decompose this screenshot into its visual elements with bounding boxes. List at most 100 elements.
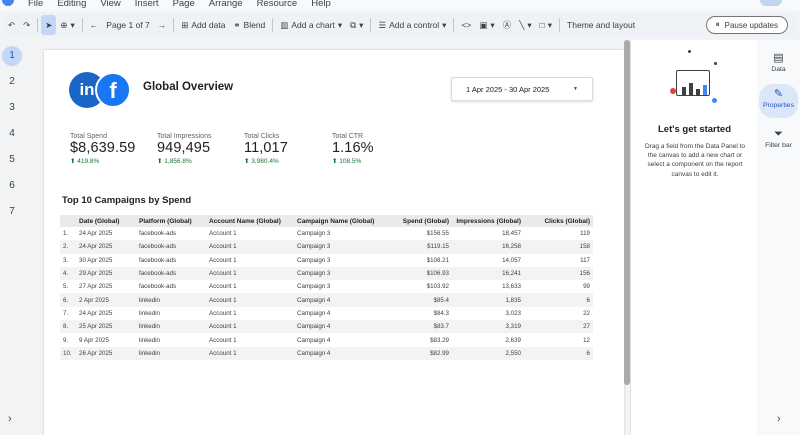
column-header-campaign[interactable]: Campaign Name (Global) bbox=[294, 215, 392, 227]
report-page[interactable]: in f Global Overview 1 Apr 2025 - 30 Apr… bbox=[44, 50, 624, 435]
menu-view[interactable]: View bbox=[100, 0, 121, 9]
table-row: 5. 27 Apr 2025 facebook-ads Account 1 Campai… bbox=[63, 283, 590, 291]
dropdown-arrow-icon: ▼ bbox=[573, 86, 578, 92]
campaigns-table[interactable]: Date (Global) Platform (Global) Account … bbox=[60, 215, 593, 360]
pause-updates-button[interactable]: ⏸ Pause updates bbox=[705, 16, 788, 34]
table-row: 3. 30 Apr 2025 facebook-ads Account 1 Campai… bbox=[63, 256, 590, 264]
page-tab-1[interactable]: 1 bbox=[2, 46, 22, 66]
select-tool-button[interactable]: ➤ bbox=[41, 15, 57, 35]
arrow-up-icon: ⬆ bbox=[70, 158, 76, 165]
code-icon: <> bbox=[461, 20, 472, 30]
page-tab-5[interactable]: 5 bbox=[9, 154, 15, 165]
undo-button[interactable]: ↶ bbox=[4, 15, 19, 35]
menu-file[interactable]: File bbox=[28, 0, 44, 9]
control-icon: ☰ bbox=[378, 19, 387, 30]
side-tabs: ▤ Data ✎ Properties ⏷ Filter bar bbox=[757, 40, 800, 435]
image-icon: ▣ bbox=[479, 19, 488, 30]
tab-filter-bar[interactable]: ⏷ Filter bar bbox=[759, 124, 798, 158]
theme-layout-button[interactable]: Theme and layout bbox=[567, 20, 636, 30]
canvas-scrollbar[interactable] bbox=[624, 40, 630, 385]
report-canvas: in f Global Overview 1 Apr 2025 - 30 Apr… bbox=[24, 40, 630, 435]
facebook-logo-icon: f bbox=[95, 72, 131, 108]
page-tab-3[interactable]: 3 bbox=[9, 102, 15, 113]
column-header-impressions[interactable]: Impressions (Global) bbox=[452, 215, 524, 227]
chevron-down-icon: ▾ bbox=[442, 19, 447, 30]
app-logo-icon bbox=[2, 0, 14, 6]
tab-data[interactable]: ▤ Data bbox=[759, 48, 798, 82]
table-row: 2. 24 Apr 2025 facebook-ads Account 1 Campai… bbox=[60, 240, 593, 254]
date-range-control[interactable]: 1 Apr 2025 - 30 Apr 2025 ▼ bbox=[451, 77, 593, 101]
arrow-up-icon: ⬆ bbox=[244, 158, 250, 165]
column-header-date[interactable]: Date (Global) bbox=[76, 215, 136, 227]
zoom-icon: ⊕ bbox=[60, 19, 68, 30]
zoom-button[interactable]: ⊕ ▾ bbox=[56, 15, 78, 35]
chart-icon: ▥ bbox=[280, 19, 289, 30]
toolbar: ↶ ↷ ➤ ⊕ ▾ ← Page 1 of 7 → ⊞ Add data ⚭ Blen… bbox=[4, 13, 796, 37]
table-title: Top 10 Campaigns by Spend bbox=[62, 195, 192, 206]
community-viz-button[interactable]: ⧉ ▾ bbox=[346, 15, 367, 35]
menu-resource[interactable]: Resource bbox=[256, 0, 298, 9]
add-data-button[interactable]: ⊞ Add data bbox=[181, 19, 226, 31]
chevron-down-icon: ▾ bbox=[337, 19, 343, 30]
image-button[interactable]: ▣ ▾ bbox=[475, 15, 498, 35]
column-header-clicks[interactable]: Clicks (Global) bbox=[524, 215, 593, 227]
table-row: 6. 2 Apr 2025 linkedin Account 1 Campaign 4 $… bbox=[60, 293, 593, 307]
column-header-account[interactable]: Account Name (Global) bbox=[206, 215, 294, 227]
page-tab-2[interactable]: 2 bbox=[9, 76, 15, 87]
toolbar-divider bbox=[559, 18, 561, 32]
embed-code-button[interactable]: <> bbox=[457, 15, 475, 35]
prev-page-button[interactable]: ← bbox=[86, 15, 103, 35]
blend-button[interactable]: ⚭ Blend bbox=[233, 19, 266, 31]
add-control-button[interactable]: ☰ Add a control ▾ bbox=[378, 19, 447, 31]
scorecard-total-ctr[interactable]: Total CTR 1.16% ⬆ 108.5% bbox=[332, 133, 374, 165]
column-header-spend[interactable]: Spend (Global) bbox=[392, 215, 452, 227]
add-chart-button[interactable]: ▥ Add a chart ▾ bbox=[280, 19, 343, 31]
scorecard-total-impressions[interactable]: Total Impressions 949,495 ⬆ 1,856.8% bbox=[157, 133, 212, 165]
share-button[interactable] bbox=[760, 0, 782, 6]
scorecards: Total Spend $8,639.59 ⬆ 419.8% Total Imp… bbox=[70, 133, 450, 167]
blend-icon: ⚭ bbox=[233, 19, 241, 30]
arrow-left-icon: ← bbox=[89, 20, 99, 30]
cursor-icon: ➤ bbox=[45, 19, 53, 30]
toolbar-divider bbox=[272, 18, 274, 32]
next-page-button[interactable]: → bbox=[154, 15, 171, 35]
page-tab-6[interactable]: 6 bbox=[9, 180, 15, 191]
menu-page[interactable]: Page bbox=[172, 0, 195, 9]
menu-editing[interactable]: Editing bbox=[57, 0, 87, 9]
expand-pages-chevron-icon[interactable]: › bbox=[8, 413, 12, 425]
shape-button[interactable]: □ ▾ bbox=[536, 15, 556, 35]
tab-properties[interactable]: ✎ Properties bbox=[759, 84, 798, 118]
line-button[interactable]: ╲ ▾ bbox=[515, 15, 535, 35]
table-row: 8. 25 Apr 2025 linkedin Account 1 Campaign 4… bbox=[60, 320, 593, 334]
toolbar-divider bbox=[453, 18, 455, 32]
menu-arrange[interactable]: Arrange bbox=[208, 0, 243, 9]
column-header-platform[interactable]: Platform (Global) bbox=[136, 215, 206, 227]
undo-icon: ↶ bbox=[8, 19, 16, 30]
text-button[interactable]: Ⓐ bbox=[499, 15, 516, 35]
scorecard-total-spend[interactable]: Total Spend $8,639.59 ⬆ 419.8% bbox=[70, 133, 136, 165]
toolbar-divider bbox=[37, 18, 39, 32]
pause-icon: ⏸ bbox=[715, 20, 720, 29]
chevron-down-icon: ▾ bbox=[70, 19, 75, 30]
pages-panel: 1 2 3 4 5 6 7 › bbox=[0, 40, 24, 435]
table-header-row: Date (Global) Platform (Global) Account … bbox=[60, 215, 593, 227]
report-title: Global Overview bbox=[143, 81, 234, 93]
menu-help[interactable]: Help bbox=[311, 0, 331, 9]
page-tab-4[interactable]: 4 bbox=[9, 128, 15, 139]
menu-insert[interactable]: Insert bbox=[134, 0, 159, 9]
redo-button[interactable]: ↷ bbox=[19, 15, 34, 35]
main-menu: File Editing View Insert Page Arrange Re… bbox=[28, 0, 331, 9]
scorecard-total-clicks[interactable]: Total Clicks 11,017 ⬆ 3,980.4% bbox=[244, 133, 288, 165]
get-started-description: Drag a field from the Data Panel to the … bbox=[644, 143, 746, 178]
expand-panel-chevron-icon[interactable]: › bbox=[777, 413, 781, 425]
table-body: 1. 24 Apr 2025 facebook-ads Account 1 Campai… bbox=[60, 227, 593, 360]
table-row: 1. 24 Apr 2025 facebook-ads Account 1 Campai… bbox=[63, 230, 590, 238]
page-tab-7[interactable]: 7 bbox=[9, 206, 15, 217]
properties-panel: Let's get started Drag a field from the … bbox=[630, 40, 757, 435]
logos: in f bbox=[69, 72, 131, 108]
line-icon: ╲ bbox=[519, 19, 525, 30]
filter-icon: ⏷ bbox=[774, 128, 783, 140]
toolbar-divider bbox=[81, 18, 83, 32]
page-indicator: Page 1 of 7 bbox=[106, 20, 150, 30]
data-icon: ▤ bbox=[773, 52, 784, 64]
